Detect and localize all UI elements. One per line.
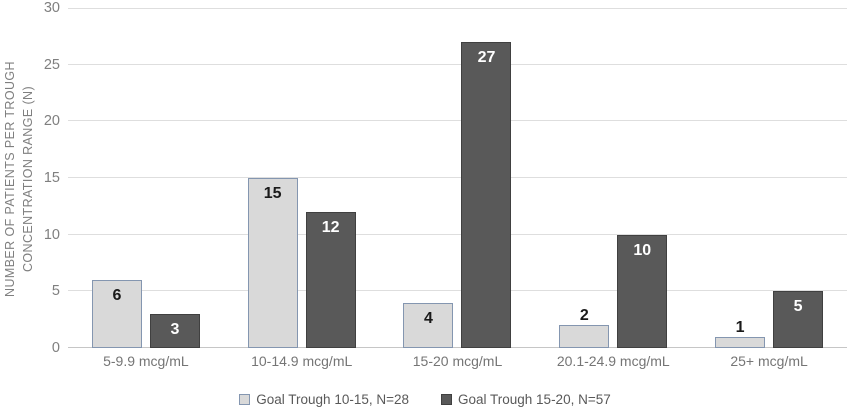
gridline (68, 120, 847, 122)
legend-label: Goal Trough 15-20, N=57 (458, 392, 611, 407)
bar-group: 2 10 (535, 8, 691, 348)
bar-value-label: 5 (793, 298, 803, 316)
bar-value-label: 6 (112, 287, 122, 304)
y-tick-label: 30 (43, 0, 60, 16)
bar: 3 (149, 314, 200, 348)
bar-value-label: 12 (321, 219, 340, 236)
x-axis-category-label: 20.1-24.9 mcg/mL (556, 353, 670, 369)
gridline (68, 177, 847, 178)
bar: 10 (617, 234, 668, 348)
bar-value-label: 3 (170, 321, 180, 338)
bar-value-label: 27 (477, 49, 496, 66)
bar-value-label: 15 (263, 185, 282, 202)
x-axis-category-label: 10-14.9 mcg/mL (251, 353, 353, 369)
x-axis-category-label: 15-20 mcg/mL (412, 353, 503, 369)
bar: 27 (461, 42, 512, 348)
bar: 12 (305, 212, 356, 348)
legend-item: Goal Trough 15-20, N=57 (441, 392, 611, 407)
y-axis-title-line1: NUMBER OF PATIENTS PER TROUGH (3, 61, 17, 297)
x-axis-category-label: 25+ mcg/mL (730, 353, 808, 369)
gridline (68, 8, 847, 9)
y-tick-label: 5 (51, 283, 60, 300)
gridline (68, 290, 847, 292)
bar: 4 (403, 302, 454, 348)
bar: 1 (715, 319, 766, 348)
bar: 6 (91, 280, 142, 348)
y-tick-label: 10 (43, 226, 60, 243)
y-tick-label: 25 (43, 56, 60, 73)
bar-group: 4 27 (380, 8, 536, 348)
legend-swatch-icon (239, 394, 251, 405)
gridline (68, 63, 847, 65)
x-axis-category-label: 5-9.9 mcg/mL (103, 353, 189, 369)
legend: Goal Trough 10-15, N=28 Goal Trough 15-20… (0, 392, 850, 407)
plot-area: 6 3 15 12 4 27 2 10 1 5 (68, 8, 847, 348)
legend-swatch-icon (441, 394, 452, 405)
gridline (68, 233, 847, 235)
bar-value-label: 1 (735, 318, 745, 336)
y-tick-label: 15 (43, 170, 60, 186)
y-tick-label: 20 (43, 113, 60, 130)
bar-value-label: 4 (424, 309, 433, 327)
legend-label: Goal Trough 10-15, N=28 (256, 392, 409, 407)
bar-groups: 6 3 15 12 4 27 2 10 1 5 (68, 8, 847, 348)
bar-value-label: 10 (633, 241, 652, 259)
bar: 15 (247, 178, 298, 348)
bar: 5 (773, 291, 824, 348)
x-axis-labels: 5-9.9 mcg/mL 10-14.9 mcg/mL 15-20 mcg/mL 20… (68, 353, 847, 369)
x-axis-line (68, 347, 847, 348)
y-tick-label: 0 (51, 340, 60, 356)
bar: 2 (559, 307, 610, 348)
bar-group: 15 12 (224, 8, 380, 348)
legend-item: Goal Trough 10-15, N=28 (239, 392, 409, 407)
bar-value-label: 2 (579, 307, 589, 325)
